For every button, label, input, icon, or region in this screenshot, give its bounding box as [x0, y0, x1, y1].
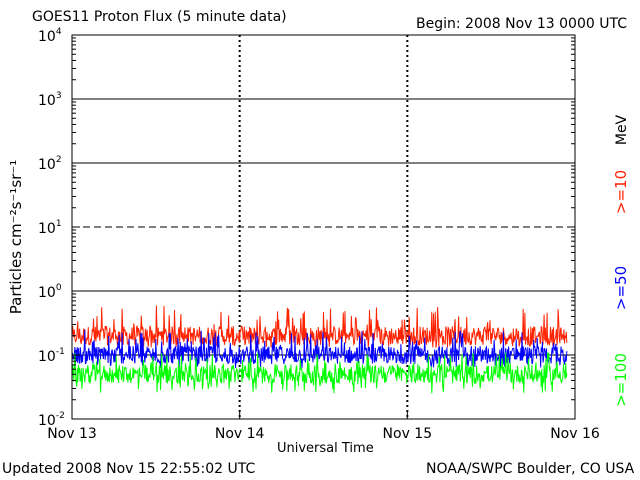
y-tick-label: 10-1	[38, 347, 65, 365]
y-tick-label: 103	[38, 91, 62, 109]
y-axis-label: Particles cm⁻²s⁻¹sr⁻¹	[7, 160, 25, 314]
y-tick-label: 104	[38, 27, 62, 45]
series-line-0	[71, 305, 568, 348]
y-tick-label: 101	[38, 219, 62, 237]
series-line-1	[71, 329, 568, 369]
legend-entry: >=100	[612, 353, 630, 407]
updated-timestamp: Updated 2008 Nov 15 22:55:02 UTC	[2, 461, 256, 477]
series-line-2	[71, 352, 568, 394]
chart-title: GOES11 Proton Flux (5 minute data)	[32, 9, 287, 25]
x-axis-label: Universal Time	[277, 441, 374, 456]
y-axis-ticks: 10-2 10-1 100 101 102 103 104	[38, 27, 575, 429]
begin-time: Begin: 2008 Nov 13 0000 UTC	[416, 16, 627, 32]
x-tick-label: Nov 14	[215, 426, 265, 442]
legend-entry: >=10	[612, 170, 630, 214]
y-tick-label: 102	[38, 155, 62, 173]
legend-unit-label: MeV	[614, 114, 630, 145]
x-tick-label: Nov 16	[550, 426, 600, 442]
x-tick-label: Nov 15	[383, 426, 433, 442]
legend: MeV >=10 >=50 >=100	[612, 114, 630, 406]
y-tick-label: 10-2	[38, 411, 65, 429]
y-tick-label: 100	[38, 283, 62, 301]
series-lines	[71, 305, 568, 394]
x-tick-label: Nov 13	[47, 426, 97, 442]
x-axis-ticks: Nov 13 Nov 14 Nov 15 Nov 16	[47, 411, 600, 442]
credit-label: NOAA/SWPC Boulder, CO USA	[426, 461, 635, 477]
legend-entry: >=50	[612, 266, 630, 310]
